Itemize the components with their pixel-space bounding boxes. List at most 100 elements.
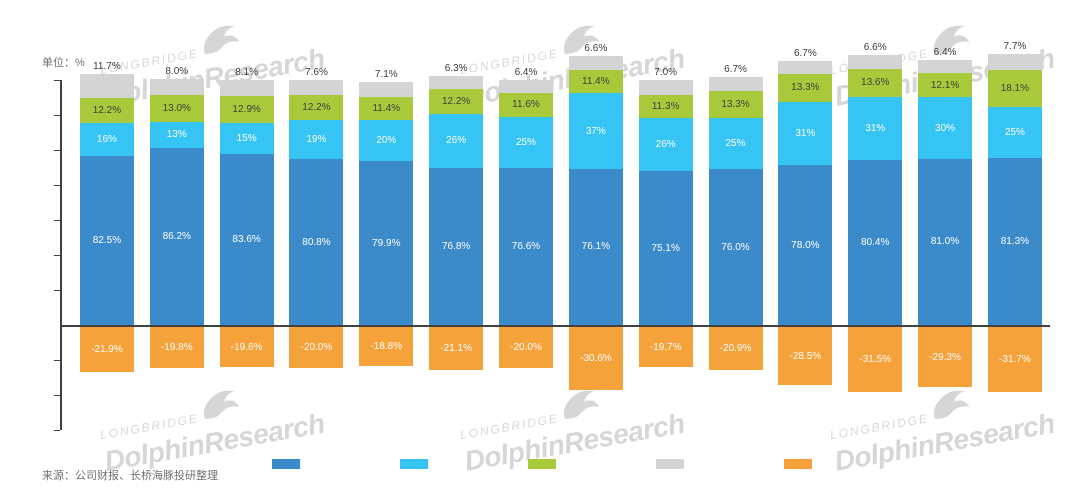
bar-group: -29.3%81.0%30%12.1%6.4% (918, 80, 972, 430)
segment-label: 76.8% (442, 241, 470, 252)
segment-label: 37% (586, 126, 606, 137)
segment-label: 79.9% (372, 238, 400, 249)
segment-light-blue: 30% (918, 97, 972, 159)
segment-light-blue: 25% (709, 118, 763, 169)
stacked-bar-chart: -21.9%82.5%16%12.2%11.7%-19.8%86.2%13%13… (60, 80, 1050, 430)
segment-label: -19.8% (161, 342, 193, 353)
segment-label: 81.0% (931, 236, 959, 247)
segment-orange: -31.7% (988, 327, 1042, 392)
segment-label: 13.3% (791, 82, 819, 93)
segment-green: 13.3% (778, 74, 832, 101)
legend-item-green (528, 459, 556, 469)
segment-label: -20.0% (510, 342, 542, 353)
segment-orange: -19.8% (150, 327, 204, 368)
segment-label: 7.0% (639, 67, 693, 78)
segment-green: 13.0% (150, 95, 204, 122)
segment-green: 12.2% (80, 98, 134, 123)
segment-orange: -18.8% (359, 327, 413, 366)
bars-container: -21.9%82.5%16%12.2%11.7%-19.8%86.2%13%13… (72, 80, 1050, 430)
segment-dark-blue: 81.3% (988, 158, 1042, 325)
legend-swatch (272, 459, 300, 469)
unit-label: 单位：% (42, 54, 85, 70)
segment-orange: -28.5% (778, 327, 832, 385)
segment-label: 25% (1005, 127, 1025, 138)
y-tick (54, 430, 60, 431)
segment-dark-blue: 76.0% (709, 169, 763, 325)
segment-orange: -20.9% (709, 327, 763, 370)
bar-group: -31.5%80.4%31%13.6%6.6% (848, 80, 902, 430)
segment-label: 80.8% (302, 237, 330, 248)
y-tick (54, 115, 60, 116)
segment-label: 31% (865, 123, 885, 134)
bar-group: -20.9%76.0%25%13.3%6.7% (709, 80, 763, 430)
segment-orange: -20.0% (289, 327, 343, 368)
segment-orange: -29.3% (918, 327, 972, 387)
segment-label: 6.4% (918, 47, 972, 58)
bar-group: -19.6%83.6%15%12.9%8.1% (220, 80, 274, 430)
source-label: 来源：公司财报、长桥海豚投研整理 (42, 467, 218, 483)
segment-dark-blue: 81.0% (918, 159, 972, 325)
segment-label: 12.2% (302, 102, 330, 113)
segment-label: 7.6% (289, 67, 343, 78)
segment-label: 6.7% (709, 64, 763, 75)
segment-grey: 6.3% (429, 76, 483, 89)
segment-label: 7.7% (988, 41, 1042, 52)
y-tick (54, 80, 60, 81)
segment-label: 12.2% (442, 96, 470, 107)
segment-label: 12.2% (93, 105, 121, 116)
segment-dark-blue: 76.8% (429, 168, 483, 325)
segment-label: -20.9% (720, 343, 752, 354)
segment-label: 11.4% (582, 76, 610, 87)
segment-label: 86.2% (163, 231, 191, 242)
segment-label: 82.5% (93, 235, 121, 246)
y-tick (54, 395, 60, 396)
segment-green: 13.6% (848, 69, 902, 97)
segment-label: -20.0% (301, 342, 333, 353)
segment-green: 11.4% (359, 97, 413, 120)
segment-label: -30.6% (580, 353, 612, 364)
segment-label: 6.3% (429, 63, 483, 74)
segment-orange: -19.7% (639, 327, 693, 367)
segment-label: 6.6% (848, 42, 902, 53)
segment-label: 12.1% (931, 80, 959, 91)
segment-green: 11.6% (499, 93, 553, 117)
segment-label: 7.1% (359, 69, 413, 80)
segment-grey: 6.4% (918, 60, 972, 73)
legend-swatch (528, 459, 556, 469)
segment-grey: 6.6% (569, 56, 623, 70)
segment-grey: 6.7% (778, 61, 832, 75)
segment-label: 6.4% (499, 67, 553, 78)
segment-label: -21.1% (440, 343, 472, 354)
bar-group: -20.0% 80.8% 19% 12.2% 7.6% (289, 80, 343, 430)
legend-swatch (400, 459, 428, 469)
segment-orange: -31.5% (848, 327, 902, 392)
bar-group: -20.0%76.6%25%11.6%6.4% (499, 80, 553, 430)
chart-legend (272, 459, 812, 469)
segment-label: 11.3% (652, 101, 680, 112)
segment-label: 6.6% (569, 43, 623, 54)
segment-label: 19% (306, 134, 326, 145)
segment-grey: 7.6% (289, 80, 343, 96)
segment-label: 25% (726, 138, 746, 149)
segment-label: 75.1% (651, 243, 679, 254)
segment-light-blue: 13% (150, 122, 204, 149)
y-tick (54, 150, 60, 151)
segment-label: 81.3% (1001, 236, 1029, 247)
segment-label: 16% (97, 134, 117, 145)
segment-light-blue: 31% (778, 102, 832, 166)
segment-light-blue: 26% (639, 118, 693, 171)
segment-label: 26% (656, 139, 676, 150)
segment-label: -19.7% (650, 342, 682, 353)
segment-light-blue: 37% (569, 93, 623, 169)
segment-label: 6.7% (778, 48, 832, 59)
bar-group: -21.1%76.8%26%12.2%6.3% (429, 80, 483, 430)
segment-label: 12.9% (232, 104, 260, 115)
segment-dark-blue: 82.5% (80, 156, 134, 325)
segment-label: 13.3% (721, 99, 749, 110)
segment-label: 31% (795, 128, 815, 139)
segment-light-blue: 25% (499, 117, 553, 168)
segment-grey: 6.4% (499, 80, 553, 93)
segment-label: 11.4% (372, 103, 400, 114)
segment-dark-blue: 86.2% (150, 148, 204, 325)
segment-label: 76.0% (721, 242, 749, 253)
